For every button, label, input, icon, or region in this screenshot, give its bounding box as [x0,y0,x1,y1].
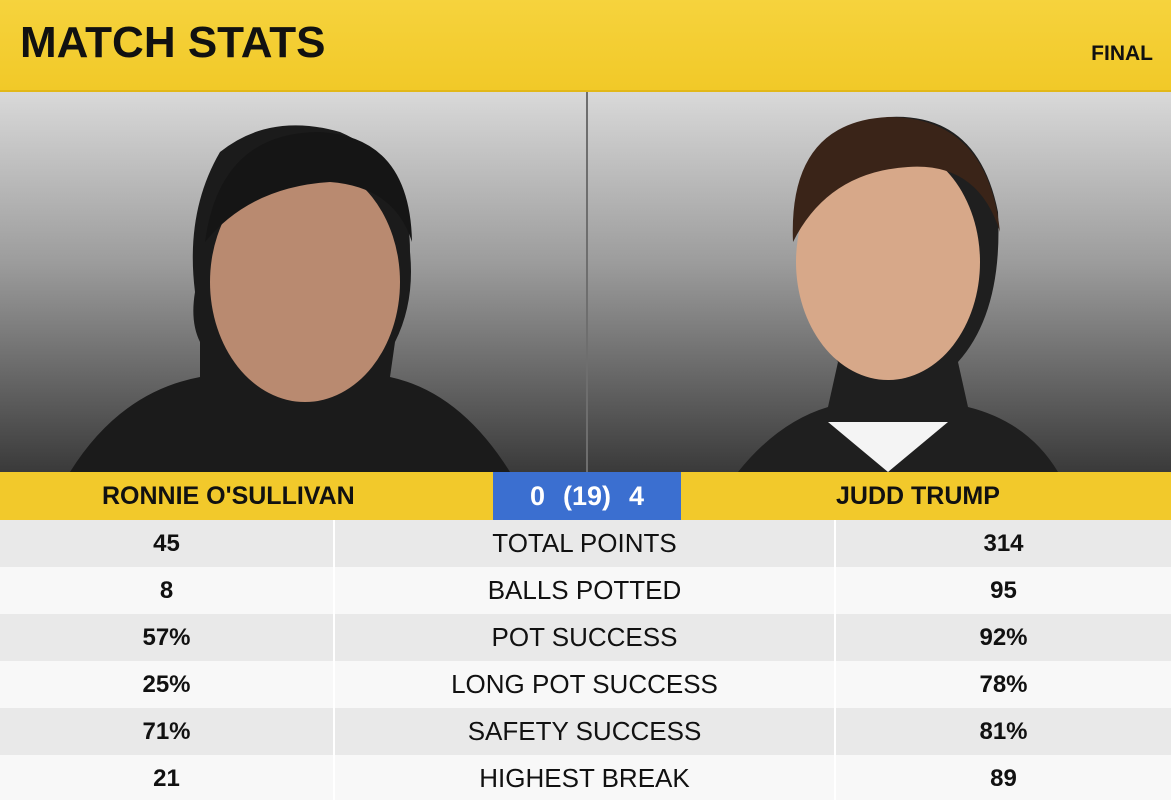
header-bar: MATCH STATS FINAL [0,0,1171,92]
stat-label: SAFETY SUCCESS [333,708,836,755]
stat-value-right: 89 [990,764,1017,792]
stat-label: BALLS POTTED [333,567,836,614]
stat-label: HIGHEST BREAK [333,755,836,800]
stat-row-total-points: 45 TOTAL POINTS 314 [0,520,1171,567]
player-portrait-left [70,125,510,472]
stat-value-left: 8 [159,576,174,604]
score-right: 4 [629,480,645,511]
page-title: MATCH STATS [20,18,326,67]
stat-row-highest-break: 21 HIGHEST BREAK 89 [0,755,1171,800]
stat-value-left: 45 [153,529,180,557]
stat-row-long-pot-success: 25% LONG POT SUCCESS 78% [0,661,1171,708]
stat-value-right: 78% [979,670,1028,698]
stat-value-left: 57% [142,623,191,651]
stat-value-right: 95 [990,576,1017,604]
stat-value-right: 314 [983,529,1024,557]
player-name-left: RONNIE O'SULLIVAN [102,482,355,510]
player-portrait-right [738,116,1058,472]
stat-value-right: 92% [979,623,1028,651]
stat-value-left: 71% [142,717,191,745]
stat-value-right: 81% [979,717,1028,745]
player-name-right: JUDD TRUMP [836,482,1000,510]
stat-value-left: 21 [153,764,180,792]
frame-score: 0 (19) 4 [493,472,681,520]
stat-value-left: 25% [142,670,191,698]
match-status-label: FINAL [1091,42,1153,65]
score-frames-total: (19) [562,480,611,511]
stat-label: TOTAL POINTS [333,520,836,567]
photo-divider [586,92,588,472]
stat-label: POT SUCCESS [333,614,836,661]
stat-row-pot-success: 57% POT SUCCESS 92% [0,614,1171,661]
stat-row-safety-success: 71% SAFETY SUCCESS 81% [0,708,1171,755]
player-photo-left [0,92,586,472]
player-photo-right [588,92,1171,472]
stat-label: LONG POT SUCCESS [333,661,836,708]
stat-row-balls-potted: 8 BALLS POTTED 95 [0,567,1171,614]
player-name-bar: RONNIE O'SULLIVAN 0 (19) 4 JUDD TRUMP [0,472,1171,520]
stats-table: 45 TOTAL POINTS 314 8 BALLS POTTED 95 57… [0,520,1171,800]
score-left: 0 [529,480,545,511]
